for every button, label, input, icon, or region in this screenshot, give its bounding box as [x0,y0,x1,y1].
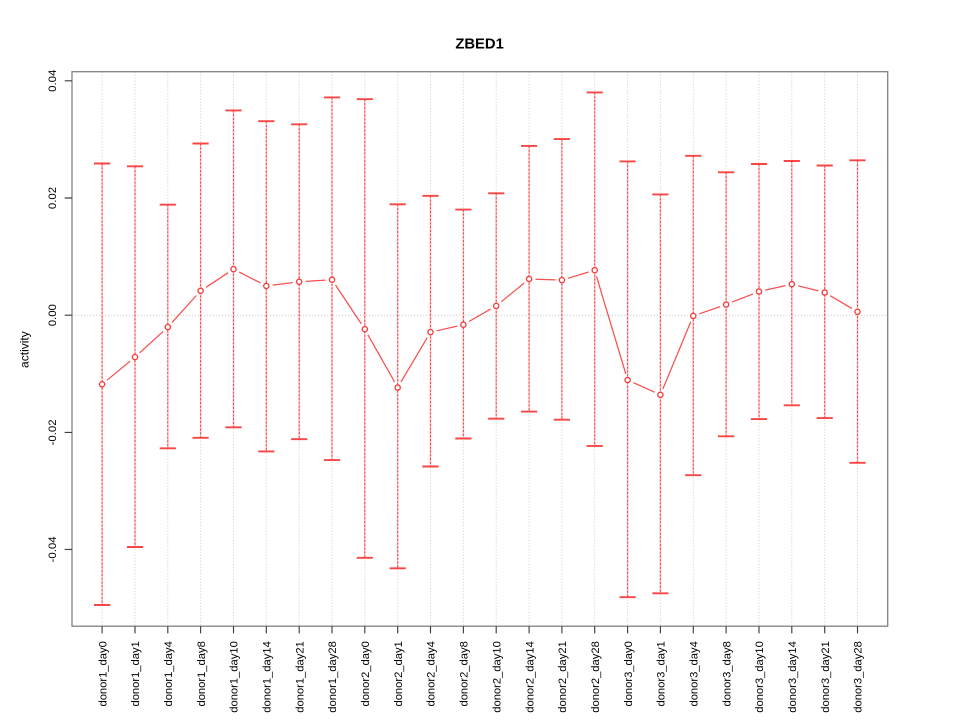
svg-text:0.00: 0.00 [47,304,59,326]
svg-text:donor2_day1: donor2_day1 [393,641,405,706]
svg-text:0.04: 0.04 [47,70,59,92]
svg-text:donor2_day4: donor2_day4 [426,641,438,706]
svg-text:donor3_day10: donor3_day10 [754,641,766,713]
svg-text:donor3_day28: donor3_day28 [853,641,865,713]
svg-text:donor1_day28: donor1_day28 [327,641,339,713]
svg-text:donor1_day21: donor1_day21 [294,641,306,713]
svg-text:donor3_day14: donor3_day14 [787,641,799,713]
svg-text:donor2_day14: donor2_day14 [524,641,536,713]
svg-text:donor3_day21: donor3_day21 [820,641,832,713]
svg-text:donor1_day1: donor1_day1 [130,641,142,706]
svg-text:donor2_day0: donor2_day0 [360,641,372,706]
svg-text:donor2_day28: donor2_day28 [590,641,602,713]
svg-text:activity: activity [18,331,32,368]
svg-text:ZBED1: ZBED1 [455,37,504,53]
svg-text:donor2_day8: donor2_day8 [459,641,471,706]
svg-text:donor1_day0: donor1_day0 [97,641,109,706]
svg-text:donor2_day10: donor2_day10 [491,641,503,713]
svg-text:0.02: 0.02 [47,187,59,209]
svg-text:donor1_day14: donor1_day14 [262,641,274,713]
svg-text:donor1_day8: donor1_day8 [196,641,208,706]
svg-text:donor1_day10: donor1_day10 [229,641,241,713]
svg-text:-0.04: -0.04 [47,536,59,562]
svg-text:donor3_day1: donor3_day1 [656,641,668,706]
svg-text:-0.02: -0.02 [47,419,59,445]
svg-text:donor3_day0: donor3_day0 [623,641,635,706]
svg-text:donor3_day4: donor3_day4 [689,641,701,706]
svg-text:donor3_day8: donor3_day8 [721,641,733,706]
svg-text:donor1_day4: donor1_day4 [163,641,175,706]
svg-text:donor2_day21: donor2_day21 [557,641,569,713]
